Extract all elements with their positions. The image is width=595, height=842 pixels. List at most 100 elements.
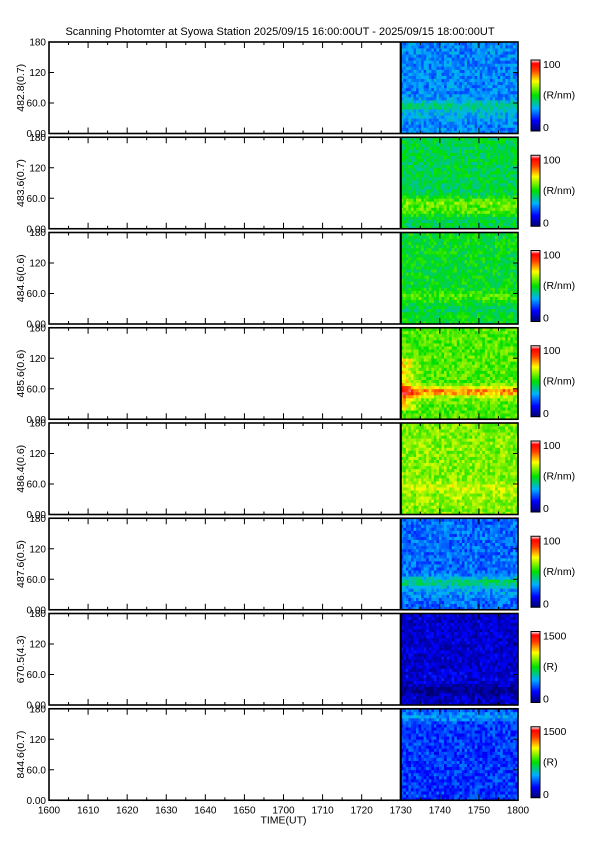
heatmap-cell	[467, 121, 470, 125]
heatmap-cell	[416, 198, 419, 202]
heatmap-cell	[477, 90, 481, 95]
heatmap-cell	[426, 81, 430, 86]
heatmap-cell	[410, 176, 414, 181]
heatmap-cell	[479, 78, 483, 83]
heatmap-cell	[454, 320, 458, 325]
heatmap-cell	[461, 42, 465, 46]
heatmap-cell	[459, 275, 463, 279]
heatmap-cell	[400, 192, 404, 196]
heatmap-cell	[456, 241, 460, 246]
heatmap-cell	[495, 195, 499, 199]
heatmap-cell	[451, 266, 455, 270]
heatmap-cell	[433, 320, 437, 325]
heatmap-cell	[484, 275, 488, 279]
heatmap-cell	[413, 391, 417, 396]
heatmap-cell	[487, 250, 491, 255]
heatmap-cell	[418, 176, 422, 181]
heatmap-cell	[469, 320, 473, 325]
heatmap-cell	[405, 299, 409, 304]
heatmap-cell	[469, 42, 473, 46]
heatmap-cell	[507, 54, 511, 58]
heatmap-cell	[405, 81, 409, 86]
heatmap-cell	[507, 75, 511, 79]
heatmap-cell	[495, 308, 499, 313]
heatmap-cell	[500, 210, 504, 214]
heatmap-cell	[469, 48, 473, 52]
heatmap-cell	[438, 210, 442, 214]
heatmap-cell	[413, 293, 417, 297]
heatmap-cell	[421, 364, 425, 368]
heatmap	[400, 137, 519, 230]
heatmap-cell	[451, 305, 455, 310]
heatmap-cell	[497, 250, 501, 255]
heatmap-cell	[507, 272, 511, 276]
heatmap-cell	[507, 170, 511, 175]
heatmap-cell	[449, 404, 453, 408]
heatmap-cell	[433, 143, 437, 147]
heatmap-cell	[428, 355, 432, 359]
heatmap-cell	[446, 192, 450, 196]
heatmap-cell	[472, 269, 476, 273]
heatmap-cell	[489, 179, 493, 184]
heatmap-cell	[441, 404, 445, 408]
heatmap-cell	[482, 179, 486, 184]
heatmap-cell	[459, 118, 463, 122]
heatmap-cell	[410, 78, 414, 83]
heatmap-cell	[441, 99, 445, 104]
heatmap-cell	[441, 225, 445, 230]
heatmap-cell	[441, 124, 445, 128]
heatmap-cell	[507, 259, 511, 264]
heatmap-cell	[477, 213, 481, 217]
heatmap-cell	[408, 57, 412, 61]
heatmap-cell	[413, 222, 417, 227]
heatmap-cell	[405, 343, 409, 347]
heatmap-cell	[454, 247, 458, 252]
heatmap-cell	[449, 293, 453, 297]
heatmap-cell	[426, 284, 430, 288]
heatmap-cell	[416, 275, 419, 279]
heatmap-cell	[484, 42, 488, 46]
heatmap-cell	[423, 225, 427, 230]
heatmap-cell	[421, 189, 425, 193]
heatmap-cell	[431, 140, 435, 144]
heatmap-cell	[482, 137, 486, 141]
heatmap-cell	[405, 232, 409, 236]
heatmap-cell	[426, 352, 430, 356]
heatmap-cell	[436, 290, 440, 294]
heatmap-cell	[428, 232, 432, 236]
heatmap-cell	[436, 158, 440, 163]
heatmap-cell	[400, 416, 404, 420]
heatmap-cell	[451, 106, 455, 110]
heatmap-cell	[507, 207, 511, 211]
heatmap-cell	[449, 45, 453, 49]
heatmap-cell	[472, 109, 476, 113]
heatmap-cell	[492, 189, 496, 193]
heatmap-cell	[459, 75, 463, 79]
heatmap-cell	[446, 137, 450, 141]
heatmap-cell	[413, 164, 417, 169]
heatmap-cell	[444, 115, 448, 119]
heatmap-cell	[502, 263, 506, 267]
heatmap-cell	[444, 388, 448, 393]
heatmap-cell	[410, 410, 414, 414]
heatmap-cell	[400, 167, 404, 172]
heatmap-cell	[403, 210, 407, 214]
heatmap-cell	[405, 259, 409, 264]
heatmap-cell	[510, 106, 514, 110]
heatmap-cell	[446, 204, 450, 208]
heatmap-cell	[484, 96, 488, 101]
heatmap-cell	[436, 266, 440, 270]
heatmap-cell	[410, 278, 414, 282]
heatmap-cell	[438, 266, 442, 270]
heatmap-cell	[408, 225, 412, 230]
heatmap-cell	[441, 379, 445, 384]
heatmap-cell	[449, 87, 453, 92]
heatmap-cell	[405, 210, 409, 214]
heatmap-cell	[510, 54, 514, 58]
heatmap-cell	[512, 78, 516, 83]
heatmap-cell	[431, 235, 435, 239]
heatmap-cell	[449, 63, 453, 67]
heatmap-cell	[451, 416, 455, 420]
heatmap-cell	[408, 167, 412, 172]
heatmap-cell	[441, 118, 445, 122]
